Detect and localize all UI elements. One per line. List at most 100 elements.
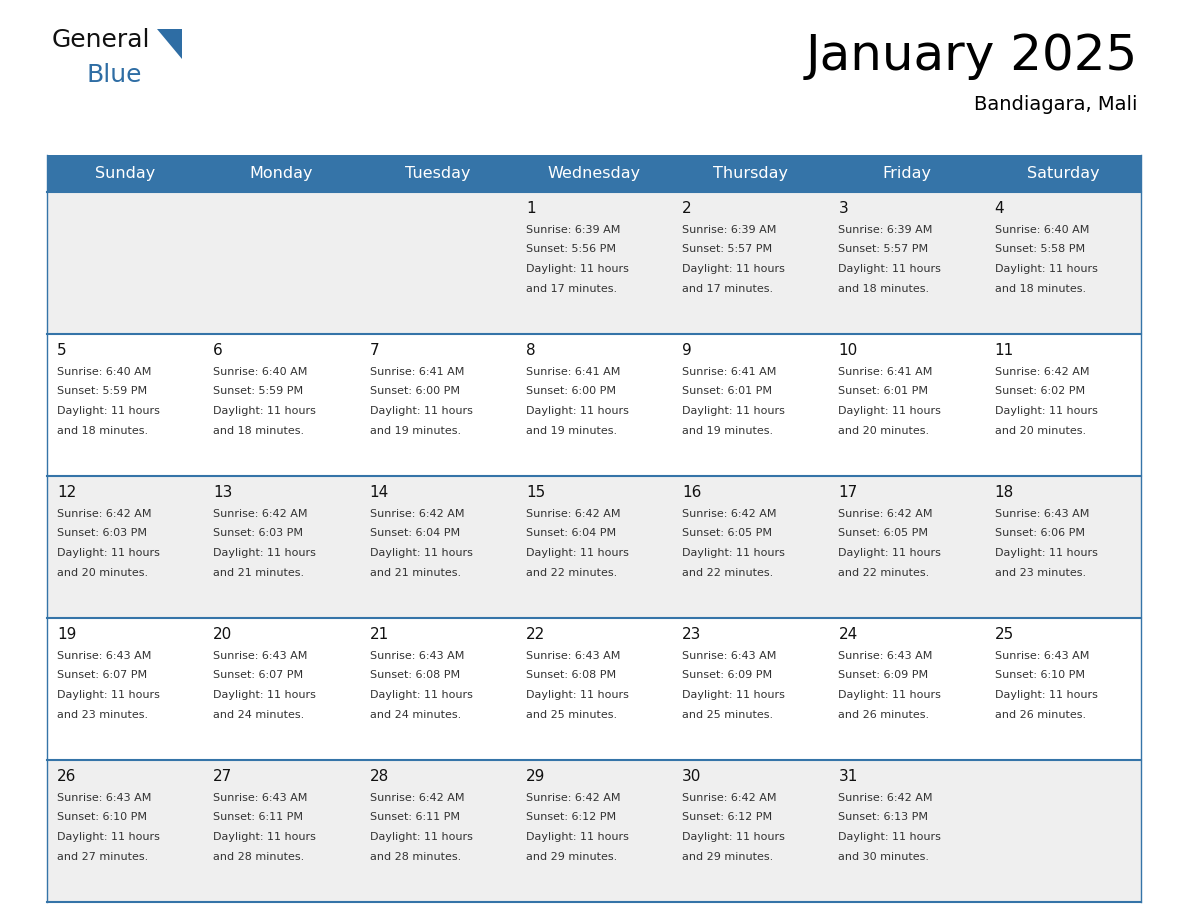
Text: Daylight: 11 hours: Daylight: 11 hours [57,690,160,700]
Text: Sunrise: 6:43 AM: Sunrise: 6:43 AM [994,651,1089,661]
Text: Sunset: 6:08 PM: Sunset: 6:08 PM [526,670,617,680]
Text: Daylight: 11 hours: Daylight: 11 hours [994,406,1098,416]
Text: Sunset: 6:00 PM: Sunset: 6:00 PM [369,386,460,397]
Text: Sunrise: 6:42 AM: Sunrise: 6:42 AM [682,793,777,803]
Bar [48,760,1140,902]
Text: Sunrise: 6:41 AM: Sunrise: 6:41 AM [369,367,465,377]
Text: 27: 27 [214,769,233,784]
Text: Sunset: 6:07 PM: Sunset: 6:07 PM [214,670,303,680]
Text: Daylight: 11 hours: Daylight: 11 hours [526,832,628,842]
Text: Sunrise: 6:42 AM: Sunrise: 6:42 AM [839,509,933,519]
Text: Sunset: 6:04 PM: Sunset: 6:04 PM [369,529,460,539]
Text: 29: 29 [526,769,545,784]
Text: Sunset: 6:12 PM: Sunset: 6:12 PM [682,812,772,823]
Text: Sunset: 6:04 PM: Sunset: 6:04 PM [526,529,617,539]
Text: Tuesday: Tuesday [405,166,470,181]
Text: and 22 minutes.: and 22 minutes. [839,567,930,577]
Text: Sunrise: 6:43 AM: Sunrise: 6:43 AM [839,651,933,661]
Text: Sunrise: 6:42 AM: Sunrise: 6:42 AM [839,793,933,803]
Text: Daylight: 11 hours: Daylight: 11 hours [369,832,473,842]
Text: and 27 minutes.: and 27 minutes. [57,852,148,861]
Text: 1: 1 [526,201,536,216]
Text: Sunrise: 6:43 AM: Sunrise: 6:43 AM [214,651,308,661]
Text: Sunset: 6:03 PM: Sunset: 6:03 PM [57,529,147,539]
Text: and 28 minutes.: and 28 minutes. [214,852,304,861]
Text: Daylight: 11 hours: Daylight: 11 hours [994,690,1098,700]
Text: Daylight: 11 hours: Daylight: 11 hours [839,264,941,274]
Text: Sunset: 5:57 PM: Sunset: 5:57 PM [839,244,929,254]
Text: Sunrise: 6:43 AM: Sunrise: 6:43 AM [526,651,620,661]
Text: Daylight: 11 hours: Daylight: 11 hours [214,406,316,416]
Text: 20: 20 [214,627,233,642]
Text: and 20 minutes.: and 20 minutes. [57,567,148,577]
Text: Sunrise: 6:41 AM: Sunrise: 6:41 AM [839,367,933,377]
Text: Sunrise: 6:39 AM: Sunrise: 6:39 AM [839,225,933,235]
Text: 23: 23 [682,627,702,642]
Text: 22: 22 [526,627,545,642]
Text: Daylight: 11 hours: Daylight: 11 hours [682,548,785,558]
Text: 17: 17 [839,485,858,500]
Text: Sunset: 6:10 PM: Sunset: 6:10 PM [994,670,1085,680]
Text: Sunrise: 6:43 AM: Sunrise: 6:43 AM [57,651,151,661]
Text: Sunset: 6:00 PM: Sunset: 6:00 PM [526,386,615,397]
Text: Sunrise: 6:39 AM: Sunrise: 6:39 AM [526,225,620,235]
Text: Sunset: 6:05 PM: Sunset: 6:05 PM [839,529,929,539]
Text: 11: 11 [994,343,1015,358]
Bar [48,476,1140,618]
Text: and 19 minutes.: and 19 minutes. [369,426,461,435]
Text: Sunday: Sunday [95,166,156,181]
Text: and 19 minutes.: and 19 minutes. [526,426,617,435]
Text: 9: 9 [682,343,691,358]
Text: Thursday: Thursday [713,166,788,181]
Text: January 2025: January 2025 [805,32,1138,80]
Text: and 29 minutes.: and 29 minutes. [526,852,617,861]
Text: Daylight: 11 hours: Daylight: 11 hours [839,406,941,416]
Text: Sunrise: 6:40 AM: Sunrise: 6:40 AM [994,225,1089,235]
Bar [48,192,1140,334]
Text: Bandiagara, Mali: Bandiagara, Mali [974,95,1138,114]
Text: General: General [52,28,151,52]
Bar [48,618,1140,760]
Text: 15: 15 [526,485,545,500]
Text: and 18 minutes.: and 18 minutes. [839,284,929,294]
Text: Sunset: 6:06 PM: Sunset: 6:06 PM [994,529,1085,539]
Text: Daylight: 11 hours: Daylight: 11 hours [526,548,628,558]
Text: Sunset: 6:10 PM: Sunset: 6:10 PM [57,812,147,823]
Text: 16: 16 [682,485,702,500]
Text: Daylight: 11 hours: Daylight: 11 hours [214,548,316,558]
Text: Sunrise: 6:43 AM: Sunrise: 6:43 AM [994,509,1089,519]
Text: and 22 minutes.: and 22 minutes. [526,567,617,577]
Text: Daylight: 11 hours: Daylight: 11 hours [682,690,785,700]
Text: Daylight: 11 hours: Daylight: 11 hours [526,690,628,700]
Text: 18: 18 [994,485,1015,500]
Text: Sunrise: 6:42 AM: Sunrise: 6:42 AM [57,509,152,519]
Text: Sunrise: 6:41 AM: Sunrise: 6:41 AM [526,367,620,377]
Text: Sunset: 6:02 PM: Sunset: 6:02 PM [994,386,1085,397]
Text: 5: 5 [57,343,67,358]
Text: 7: 7 [369,343,379,358]
Text: 8: 8 [526,343,536,358]
Text: and 20 minutes.: and 20 minutes. [994,426,1086,435]
Text: Daylight: 11 hours: Daylight: 11 hours [839,690,941,700]
Text: and 25 minutes.: and 25 minutes. [682,710,773,720]
Text: and 21 minutes.: and 21 minutes. [369,567,461,577]
Text: Monday: Monday [249,166,314,181]
Text: 6: 6 [214,343,223,358]
Text: Daylight: 11 hours: Daylight: 11 hours [214,690,316,700]
Text: Sunrise: 6:43 AM: Sunrise: 6:43 AM [682,651,777,661]
Text: 12: 12 [57,485,76,500]
Text: Sunrise: 6:43 AM: Sunrise: 6:43 AM [369,651,465,661]
Text: Daylight: 11 hours: Daylight: 11 hours [57,548,160,558]
Text: and 18 minutes.: and 18 minutes. [57,426,148,435]
Text: and 17 minutes.: and 17 minutes. [682,284,773,294]
Text: Sunrise: 6:43 AM: Sunrise: 6:43 AM [57,793,151,803]
Text: Daylight: 11 hours: Daylight: 11 hours [994,264,1098,274]
Text: and 30 minutes.: and 30 minutes. [839,852,929,861]
Text: 26: 26 [57,769,76,784]
Text: and 26 minutes.: and 26 minutes. [839,710,929,720]
Text: and 28 minutes.: and 28 minutes. [369,852,461,861]
Text: Daylight: 11 hours: Daylight: 11 hours [57,406,160,416]
Text: Sunset: 6:07 PM: Sunset: 6:07 PM [57,670,147,680]
Text: and 22 minutes.: and 22 minutes. [682,567,773,577]
Text: Sunrise: 6:43 AM: Sunrise: 6:43 AM [214,793,308,803]
